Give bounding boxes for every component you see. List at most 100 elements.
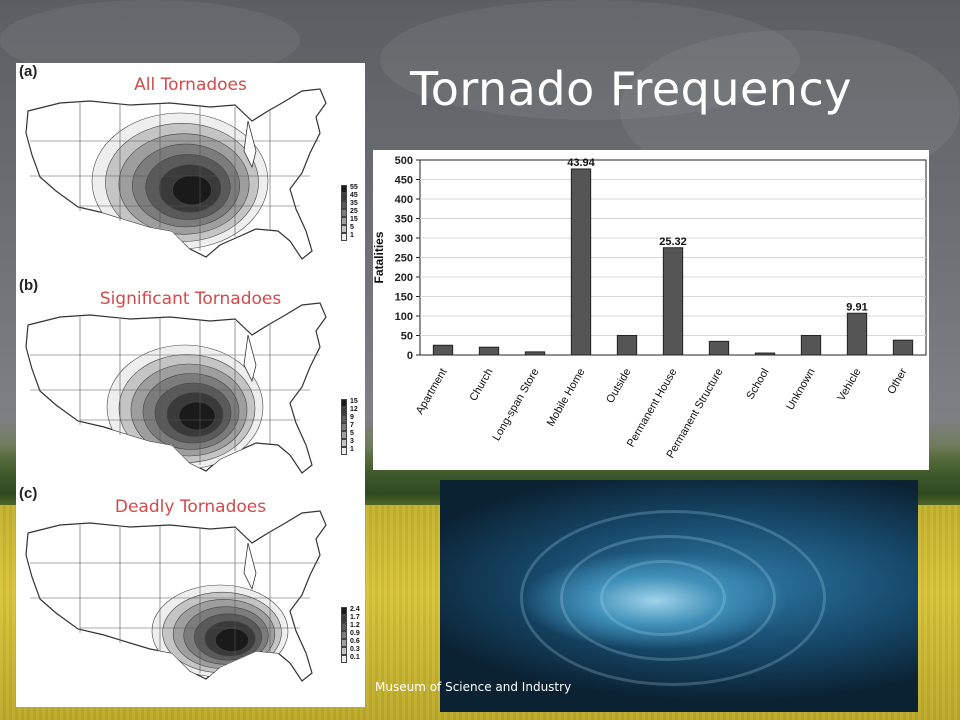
us-map [25, 302, 327, 474]
legend-row: 0.6 [341, 638, 365, 647]
legend-swatch [341, 447, 347, 455]
tornado-cloud-photo [440, 480, 918, 712]
bar-permanent-structure [708, 340, 730, 356]
legend-row: 15 [341, 398, 365, 407]
map-legend: 15 12 9 7 5 3 1 [341, 398, 365, 455]
contour-band [172, 174, 212, 206]
legend-row: 7 [341, 422, 365, 431]
legend-row: 0.3 [341, 646, 365, 655]
legend-swatch [341, 647, 347, 655]
legend-value: 12 [350, 406, 358, 413]
us-map [25, 88, 327, 260]
x-tick-label: School [744, 367, 771, 402]
photo-credit: Museum of Science and Industry [375, 680, 572, 694]
bar-unknown [800, 335, 822, 356]
legend-row: 25 [341, 208, 365, 217]
density-contours [91, 112, 269, 250]
legend-swatch [341, 201, 347, 209]
state-lines [30, 103, 320, 251]
legend-row: 5 [341, 224, 365, 233]
y-tick-label: 100 [395, 311, 413, 323]
legend-row: 1 [341, 232, 365, 241]
legend-value: 9 [350, 414, 354, 421]
map-label: Deadly Tornadoes [114, 497, 267, 517]
legend-value: 0.1 [350, 654, 360, 661]
legend-swatch [341, 185, 347, 193]
legend-swatch [341, 193, 347, 201]
y-tick-label: 250 [395, 253, 413, 265]
legend-value: 0.6 [350, 638, 360, 645]
y-tick-label: 350 [395, 214, 413, 226]
x-tick-label: Mobile Home [545, 367, 588, 429]
map-deadly-tornadoes: (c) Deadly Tornadoes 2.4 1.7 1.2 0.9 0.6 0.3 0… [16, 485, 365, 695]
legend-value: 0.3 [350, 646, 360, 653]
bar-mobile-home [570, 168, 592, 356]
legend-swatch [341, 607, 347, 615]
legend-swatch [341, 209, 347, 217]
legend-row: 1 [341, 446, 365, 455]
swirl [520, 510, 826, 686]
y-tick-label: 450 [395, 175, 413, 187]
legend-row: 55 [341, 184, 365, 193]
x-tick-label: Long-span Store [491, 367, 542, 443]
great-lakes [243, 542, 257, 591]
density-contours [106, 344, 264, 470]
panel-letter: (c) [19, 485, 38, 502]
state-lines [30, 317, 320, 465]
y-axis-label: Fatalities [373, 231, 386, 283]
bar-permanent-house [662, 247, 684, 356]
legend-row: 5 [341, 430, 365, 439]
legend-value: 1.7 [350, 614, 360, 621]
contour-band [178, 401, 216, 431]
panel-letter: (a) [19, 63, 38, 80]
legend-value: 5 [350, 224, 354, 231]
panel-letter: (b) [19, 277, 39, 294]
y-tick-label: 150 [395, 292, 413, 304]
cloud [380, 0, 800, 120]
bar-other [892, 339, 914, 356]
bar-church [478, 346, 500, 356]
state-lines [30, 525, 320, 673]
legend-value: 1 [350, 232, 354, 239]
bar-vehicle [846, 312, 868, 356]
legend-value: 35 [350, 200, 358, 207]
bar-apartment [432, 344, 454, 356]
legend-swatch [341, 439, 347, 447]
y-tick-label: 300 [395, 233, 413, 245]
x-tick-label: Permanent House [625, 367, 680, 450]
x-tick-label: Vehicle [835, 367, 863, 404]
legend-swatch [341, 655, 347, 663]
legend-value: 7 [350, 422, 354, 429]
legend-swatch [341, 233, 347, 241]
fatalities-bar-chart: 0 50 100 150 200 250 300 350 400 450 500 Fatalities… [373, 155, 927, 460]
legend-value: 1 [350, 446, 354, 453]
contour-band [215, 627, 249, 653]
x-tick-label: Outside [604, 367, 633, 406]
y-tick-label: 500 [395, 155, 413, 167]
data-label: 43.94 [567, 157, 595, 169]
data-label: 25.32 [659, 236, 687, 248]
legend-swatch [341, 615, 347, 623]
legend-swatch [341, 399, 347, 407]
legend-row: 12 [341, 406, 365, 415]
x-tick-label: Unknown [784, 367, 817, 413]
legend-row: 2.4 [341, 606, 365, 615]
map-label: All Tornadoes [134, 75, 247, 95]
tornado-maps-panel: (a) All Tornadoes 55 45 35 25 15 5 1 (b) Signi… [16, 63, 365, 707]
legend-value: 3 [350, 438, 354, 445]
us-map [25, 510, 327, 682]
slide-title: Tornado Frequency [410, 62, 852, 116]
great-lakes [243, 120, 257, 169]
legend-swatch [341, 431, 347, 439]
legend-swatch [341, 631, 347, 639]
legend-row: 9 [341, 414, 365, 423]
data-label: 9.91 [846, 301, 867, 313]
legend-swatch [341, 217, 347, 225]
legend-row: 45 [341, 192, 365, 201]
legend-row: 0.9 [341, 630, 365, 639]
x-tick-label: Other [885, 366, 909, 396]
legend-swatch [341, 623, 347, 631]
legend-swatch [341, 423, 347, 431]
legend-value: 1.2 [350, 622, 360, 629]
legend-swatch [341, 639, 347, 647]
